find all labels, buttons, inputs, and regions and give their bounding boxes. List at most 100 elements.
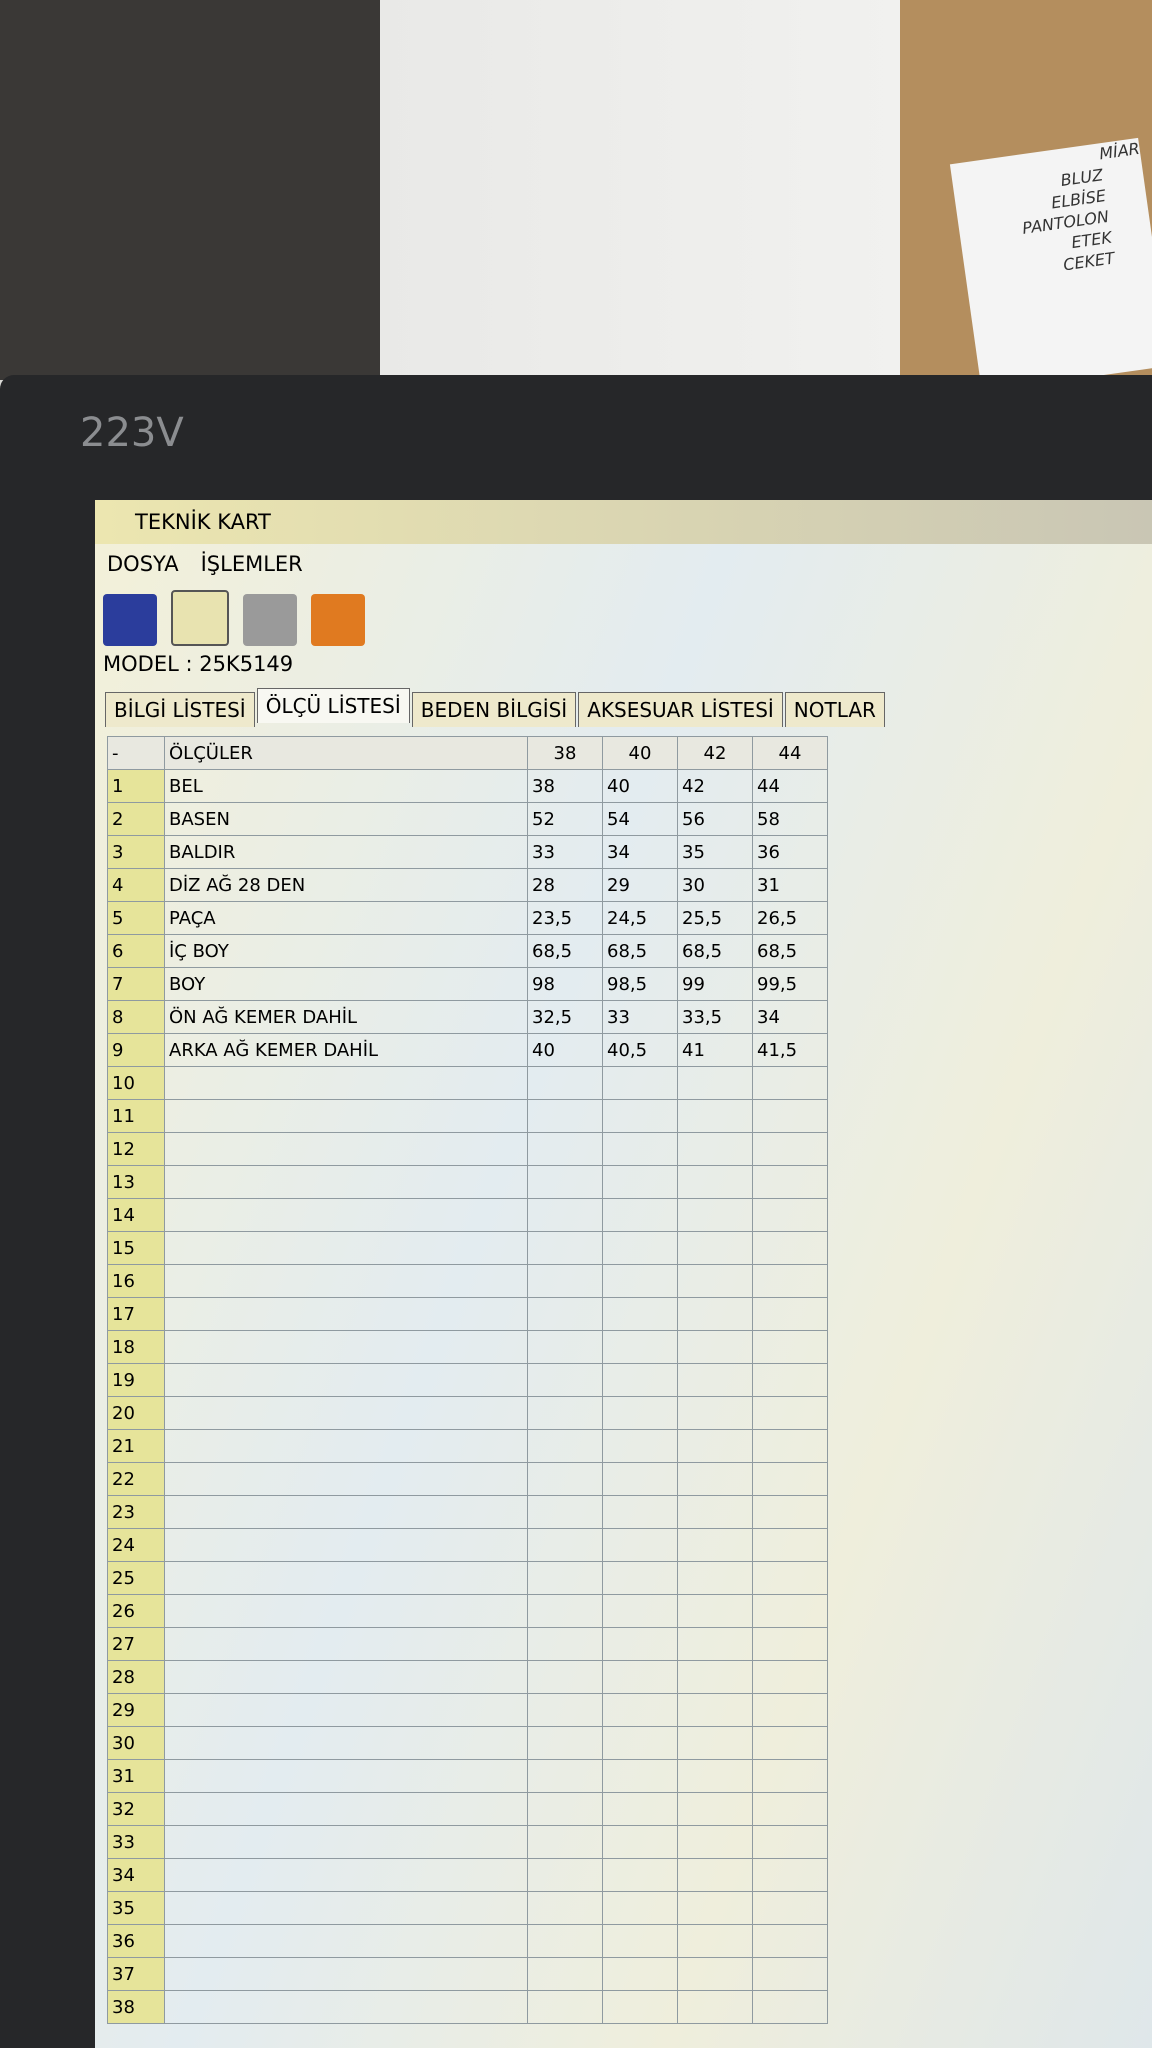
empty-cell bbox=[602, 1297, 678, 1331]
table-cell: 17 bbox=[107, 1297, 165, 1331]
tab[interactable]: AKSESUAR LİSTESİ bbox=[578, 692, 783, 727]
header-cell: 38 bbox=[527, 736, 603, 770]
table-cell: 29 bbox=[107, 1693, 165, 1727]
tab[interactable]: BİLGİ LİSTESİ bbox=[105, 692, 255, 727]
table-row: 37 bbox=[107, 1957, 828, 1991]
empty-cell bbox=[752, 1132, 828, 1166]
table-cell: 33 bbox=[107, 1825, 165, 1859]
table-row: 12 bbox=[107, 1132, 828, 1166]
table-cell: 5 bbox=[107, 901, 165, 935]
empty-cell bbox=[527, 1297, 603, 1331]
empty-cell bbox=[602, 1759, 678, 1793]
table-cell: 23 bbox=[107, 1495, 165, 1529]
empty-cell bbox=[527, 1165, 603, 1199]
table-row: 25 bbox=[107, 1561, 828, 1595]
title-bar: TEKNİK KART bbox=[95, 500, 1152, 544]
table-cell: 4 bbox=[107, 868, 165, 902]
empty-cell bbox=[602, 1891, 678, 1925]
empty-cell bbox=[527, 1264, 603, 1298]
table-cell: 18 bbox=[107, 1330, 165, 1364]
empty-cell bbox=[752, 1528, 828, 1562]
empty-cell bbox=[164, 1264, 528, 1298]
empty-cell bbox=[602, 1165, 678, 1199]
table-row: 31 bbox=[107, 1759, 828, 1793]
empty-cell bbox=[527, 1858, 603, 1892]
table-row: 9 ARKA AĞ KEMER DAHİL 40 40,5 41 41,5 bbox=[107, 1033, 828, 1067]
table-cell: 58 bbox=[752, 802, 828, 836]
table-cell: 23,5 bbox=[527, 901, 603, 935]
empty-cell bbox=[677, 1099, 753, 1133]
tab[interactable]: NOTLAR bbox=[784, 692, 885, 727]
table-cell: İÇ BOY bbox=[164, 934, 528, 968]
open-button[interactable] bbox=[171, 590, 229, 646]
table-row: 1 BEL 38 40 42 44 bbox=[107, 769, 828, 803]
empty-cell bbox=[677, 1660, 753, 1694]
empty-cell bbox=[677, 1363, 753, 1397]
table-cell: 27 bbox=[107, 1627, 165, 1661]
empty-cell bbox=[602, 1858, 678, 1892]
empty-cell bbox=[527, 1759, 603, 1793]
empty-cell bbox=[164, 1231, 528, 1265]
empty-cell bbox=[677, 1792, 753, 1826]
table-row: 16 bbox=[107, 1264, 828, 1298]
empty-cell bbox=[677, 1264, 753, 1298]
empty-cell bbox=[164, 1957, 528, 1991]
tab[interactable]: BEDEN BİLGİSİ bbox=[411, 692, 577, 727]
menu-item[interactable]: İŞLEMLER bbox=[200, 552, 303, 576]
header-cell: ÖLÇÜLER bbox=[164, 736, 528, 770]
empty-cell bbox=[527, 1462, 603, 1496]
table-cell: 24 bbox=[107, 1528, 165, 1562]
table-cell: 31 bbox=[752, 868, 828, 902]
save-button[interactable] bbox=[103, 594, 157, 646]
empty-cell bbox=[752, 1363, 828, 1397]
empty-cell bbox=[602, 1990, 678, 2024]
table-cell: 56 bbox=[677, 802, 753, 836]
exit-button[interactable] bbox=[311, 594, 365, 646]
table-cell: 38 bbox=[107, 1990, 165, 2024]
empty-cell bbox=[752, 1297, 828, 1331]
table-cell: 98 bbox=[527, 967, 603, 1001]
menu-bar: DOSYA İŞLEMLER bbox=[95, 544, 1152, 584]
empty-cell bbox=[527, 1660, 603, 1694]
tab[interactable]: ÖLÇÜ LİSTESİ bbox=[256, 688, 410, 723]
empty-cell bbox=[677, 1297, 753, 1331]
empty-cell bbox=[602, 1462, 678, 1496]
empty-cell bbox=[164, 1792, 528, 1826]
empty-cell bbox=[164, 1759, 528, 1793]
table-row: 30 bbox=[107, 1726, 828, 1760]
empty-cell bbox=[752, 1792, 828, 1826]
empty-cell bbox=[164, 1099, 528, 1133]
empty-cell bbox=[677, 1726, 753, 1760]
empty-cell bbox=[527, 1825, 603, 1859]
empty-cell bbox=[164, 1627, 528, 1661]
table-row: 5 PAÇA 23,5 24,5 25,5 26,5 bbox=[107, 901, 828, 935]
header-cell: 44 bbox=[752, 736, 828, 770]
empty-cell bbox=[602, 1429, 678, 1463]
table-cell: 9 bbox=[107, 1033, 165, 1067]
empty-cell bbox=[527, 1627, 603, 1661]
empty-cell bbox=[602, 1594, 678, 1628]
table-cell: 30 bbox=[107, 1726, 165, 1760]
table-cell: 19 bbox=[107, 1363, 165, 1397]
empty-cell bbox=[752, 1165, 828, 1199]
empty-cell bbox=[752, 1858, 828, 1892]
model-label: MODEL : 25K5149 bbox=[103, 652, 294, 676]
table-row: 27 bbox=[107, 1627, 828, 1661]
menu-item[interactable]: DOSYA bbox=[107, 552, 179, 576]
table-cell: 40 bbox=[602, 769, 678, 803]
table-cell: 2 bbox=[107, 802, 165, 836]
empty-cell bbox=[677, 1330, 753, 1364]
empty-cell bbox=[677, 1198, 753, 1232]
table-row: 17 bbox=[107, 1297, 828, 1331]
print-button[interactable] bbox=[243, 594, 297, 646]
table-row: 13 bbox=[107, 1165, 828, 1199]
table-cell: 52 bbox=[527, 802, 603, 836]
empty-cell bbox=[164, 1858, 528, 1892]
empty-cell bbox=[602, 1396, 678, 1430]
table-cell: ARKA AĞ KEMER DAHİL bbox=[164, 1033, 528, 1067]
tab-bar: BİLGİ LİSTESİ ÖLÇÜ LİSTESİ BEDEN BİLGİSİ AK… bbox=[105, 688, 887, 727]
empty-cell bbox=[602, 1627, 678, 1661]
empty-cell bbox=[527, 1957, 603, 1991]
empty-cell bbox=[527, 1066, 603, 1100]
